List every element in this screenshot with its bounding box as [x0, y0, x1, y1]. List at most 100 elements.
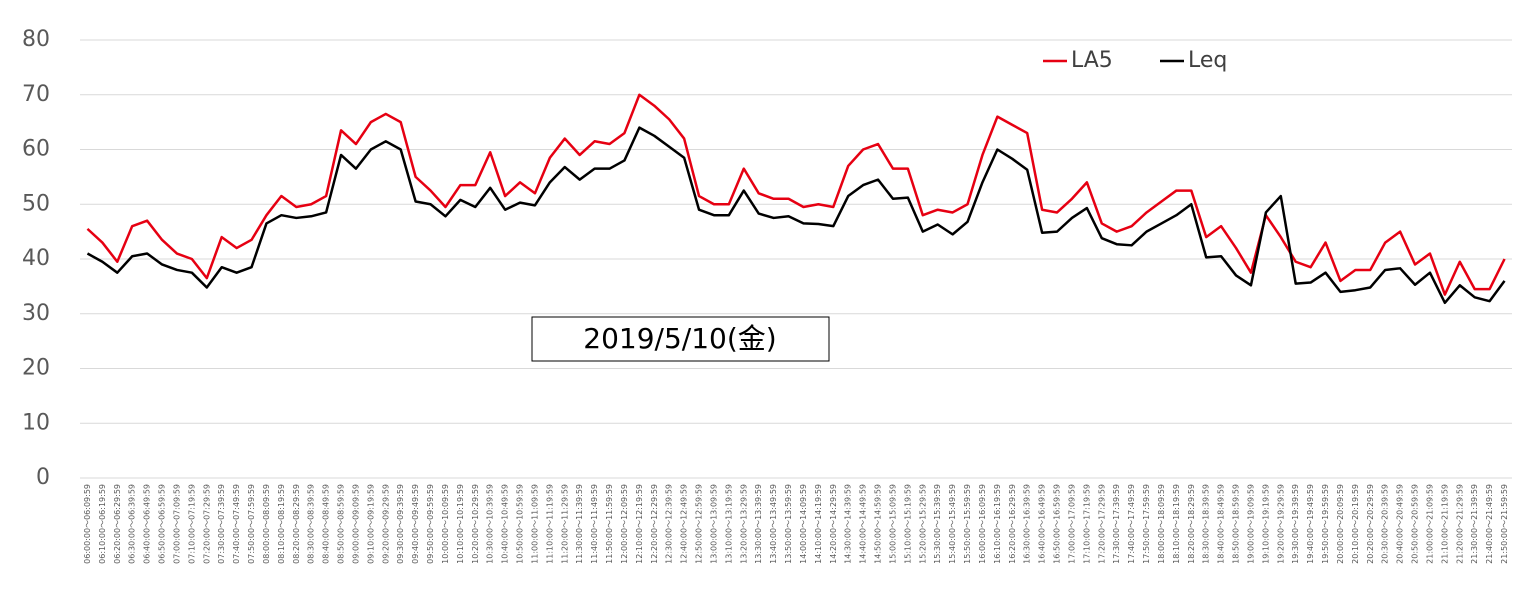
x-tick-label: 15:20:00～15:29:59	[918, 484, 927, 564]
x-tick-label: 17:50:00～17:59:59	[1142, 484, 1151, 564]
x-tick-label: 09:30:00～09:39:59	[396, 484, 405, 564]
x-tick-label: 10:00:00～10:09:59	[441, 484, 450, 564]
x-tick-label: 08:40:00～08:49:59	[322, 484, 331, 564]
x-tick-label: 17:00:00～17:09:59	[1067, 484, 1076, 564]
x-tick-label: 20:30:00～20:39:59	[1381, 484, 1390, 564]
x-tick-label: 09:00:00～09:09:59	[351, 484, 360, 564]
x-tick-label: 18:10:00～18:19:59	[1172, 484, 1181, 564]
x-tick-label: 10:50:00～10:59:59	[516, 484, 525, 564]
x-tick-label: 20:40:00～20:49:59	[1396, 484, 1405, 564]
x-tick-label: 07:00:00～07:09:59	[172, 484, 181, 564]
x-tick-label: 21:50:00～21:59:59	[1500, 484, 1509, 564]
x-tick-label: 15:00:00～15:09:59	[888, 484, 897, 564]
x-tick-label: 15:10:00～15:19:59	[903, 484, 912, 564]
x-tick-label: 17:40:00～17:49:59	[1127, 484, 1136, 564]
x-tick-label: 20:20:00～20:29:59	[1366, 484, 1375, 564]
x-tick-label: 17:20:00～17:29:59	[1097, 484, 1106, 564]
x-tick-label: 20:00:00～20:09:59	[1336, 484, 1345, 564]
x-tick-label: 14:00:00～14:09:59	[799, 484, 808, 564]
x-tick-label: 12:30:00～12:39:59	[665, 484, 674, 564]
x-tick-label: 21:00:00～21:09:59	[1425, 484, 1434, 564]
x-tick-label: 08:30:00～08:39:59	[307, 484, 316, 564]
x-tick-label: 21:20:00～21:29:59	[1455, 484, 1464, 564]
x-tick-label: 09:20:00～09:29:59	[381, 484, 390, 564]
legend-label: Leq	[1188, 48, 1227, 73]
x-tick-label: 19:10:00～19:19:59	[1261, 484, 1270, 564]
y-tick-label: 70	[22, 82, 50, 107]
x-tick-label: 19:20:00～19:29:59	[1276, 484, 1285, 564]
x-tick-label: 10:40:00～10:49:59	[501, 484, 510, 564]
x-tick-label: 13:50:00～13:59:59	[784, 484, 793, 564]
x-tick-label: 11:40:00～11:49:59	[590, 484, 599, 564]
x-tick-label: 10:10:00～10:19:59	[456, 484, 465, 564]
x-tick-label: 08:00:00～08:09:59	[262, 484, 271, 564]
x-tick-label: 14:30:00～14:39:59	[844, 484, 853, 564]
x-tick-label: 15:40:00～15:49:59	[948, 484, 957, 564]
x-tick-label: 12:50:00～12:59:59	[695, 484, 704, 564]
x-tick-label: 13:10:00～13:19:59	[724, 484, 733, 564]
y-tick-label: 40	[22, 246, 50, 271]
y-tick-label: 30	[22, 301, 50, 326]
annotation: 2019/5/10(金)	[583, 322, 776, 355]
x-tick-label: 09:50:00～09:59:59	[426, 484, 435, 564]
x-tick-label: 12:20:00～12:29:59	[650, 484, 659, 564]
x-tick-label: 19:40:00～19:49:59	[1306, 484, 1315, 564]
x-tick-label: 06:30:00～06:39:59	[128, 484, 137, 564]
x-tick-label: 14:40:00～14:49:59	[859, 484, 868, 564]
line-series	[86, 93, 1506, 296]
x-tick-label: 07:10:00～07:19:59	[187, 484, 196, 564]
x-tick-label: 06:50:00～06:59:59	[158, 484, 167, 564]
x-tick-label: 09:10:00～09:19:59	[366, 484, 375, 564]
x-tick-label: 17:10:00～17:19:59	[1082, 484, 1091, 564]
x-tick-label: 16:10:00～16:19:59	[993, 484, 1002, 564]
x-tick-label: 10:30:00～10:39:59	[486, 484, 495, 564]
x-tick-label: 16:20:00～16:29:59	[1008, 484, 1017, 564]
x-tick-label: 06:10:00～06:19:59	[98, 484, 107, 564]
y-tick-label: 80	[22, 27, 50, 52]
x-tick-label: 19:50:00～19:59:59	[1321, 484, 1330, 564]
x-tick-label: 16:50:00～16:59:59	[1053, 484, 1062, 564]
x-tick-label: 13:20:00～13:29:59	[739, 484, 748, 564]
x-tick-label: 15:50:00～15:59:59	[963, 484, 972, 564]
x-tick-label: 08:20:00～08:29:59	[292, 484, 301, 564]
x-tick-label: 06:20:00～06:29:59	[113, 484, 122, 564]
y-tick-label: 0	[36, 465, 50, 490]
x-tick-label: 13:40:00～13:49:59	[769, 484, 778, 564]
x-tick-label: 14:10:00～14:19:59	[814, 484, 823, 564]
x-tick-label: 21:10:00～21:19:59	[1440, 484, 1449, 564]
x-tick-label: 11:50:00～11:59:59	[605, 484, 614, 564]
x-tick-label: 20:10:00～20:19:59	[1351, 484, 1360, 564]
x-tick-label: 13:30:00～13:39:59	[754, 484, 763, 564]
x-tick-label: 19:00:00～19:09:59	[1246, 484, 1255, 564]
x-tick-label: 07:40:00～07:49:59	[232, 484, 241, 564]
x-tick-label: 20:50:00～20:59:59	[1411, 484, 1420, 564]
x-tick-label: 18:00:00～18:09:59	[1157, 484, 1166, 564]
x-tick-label: 12:40:00～12:49:59	[680, 484, 689, 564]
x-tick-label: 17:30:00～17:39:59	[1112, 484, 1121, 564]
x-tick-label: 11:00:00～11:09:59	[530, 484, 539, 564]
x-tick-label: 15:30:00～15:39:59	[933, 484, 942, 564]
y-tick-label: 50	[22, 191, 50, 216]
x-tick-label: 09:40:00～09:49:59	[411, 484, 420, 564]
x-tick-label: 07:50:00～07:59:59	[247, 484, 256, 564]
x-tick-label: 16:30:00～16:39:59	[1023, 484, 1032, 564]
x-tick-label: 11:20:00～11:29:59	[560, 484, 569, 564]
line-series	[86, 126, 1506, 305]
y-tick-label: 60	[22, 137, 50, 162]
x-tick-label: 08:50:00～08:59:59	[337, 484, 346, 564]
x-tick-label: 06:40:00～06:49:59	[143, 484, 152, 564]
x-tick-label: 18:20:00～18:29:59	[1187, 484, 1196, 564]
x-tick-label: 14:20:00～14:29:59	[829, 484, 838, 564]
x-tick-label: 12:00:00～12:09:59	[620, 484, 629, 564]
x-tick-label: 14:50:00～14:59:59	[874, 484, 883, 564]
x-tick-label: 18:40:00～18:49:59	[1217, 484, 1226, 564]
x-tick-label: 21:40:00～21:49:59	[1485, 484, 1494, 564]
x-tick-label: 07:30:00～07:39:59	[217, 484, 226, 564]
x-tick-label: 08:10:00～08:19:59	[277, 484, 286, 564]
x-tick-label: 07:20:00～07:29:59	[202, 484, 211, 564]
y-tick-label: 20	[22, 356, 50, 381]
x-tick-label: 10:20:00～10:29:59	[471, 484, 480, 564]
x-tick-label: 13:00:00～13:09:59	[709, 484, 718, 564]
legend-label: LA5	[1071, 48, 1113, 73]
x-tick-label: 19:30:00～19:39:59	[1291, 484, 1300, 564]
